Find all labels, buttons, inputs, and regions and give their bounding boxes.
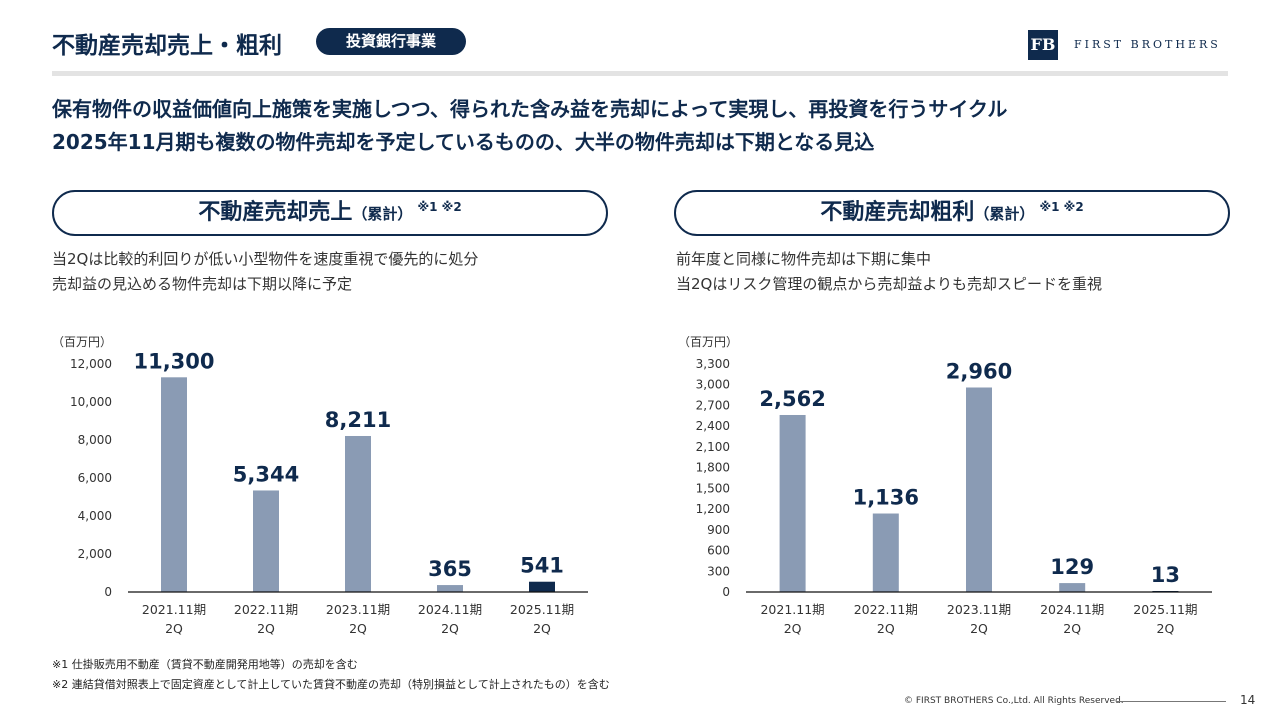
x-category-label: 2021.11期	[142, 602, 206, 617]
y-tick-label: 12,000	[70, 357, 112, 371]
x-category-label: 2025.11期	[510, 602, 574, 617]
y-tick-label: 10,000	[70, 395, 112, 409]
y-tick-label: 3,300	[696, 357, 730, 371]
sales-panel-heading: 不動産売却売上（累計） ※1 ※2	[52, 190, 608, 236]
page-title: 不動産売却売上・粗利	[52, 33, 282, 59]
y-tick-label: 1,800	[696, 461, 730, 475]
y-tick-label: 1,200	[696, 502, 730, 516]
x-category-label: 2024.11期	[1040, 602, 1104, 617]
x-category-label: 2025.11期	[1133, 602, 1197, 617]
x-category-label: 2023.11期	[326, 602, 390, 617]
x-category-label: 2Q	[877, 621, 895, 636]
x-category-label: 2022.11期	[234, 602, 298, 617]
profit-panel-title: 不動産売却粗利	[820, 200, 975, 225]
x-category-label: 2021.11期	[760, 602, 824, 617]
sales-desc-line-2: 売却益の見込める物件売却は下期以降に予定	[52, 275, 353, 293]
y-tick-label: 0	[722, 585, 730, 599]
y-tick-label: 2,400	[696, 419, 730, 433]
bar	[1059, 583, 1086, 592]
profit-panel-note: ※1 ※2	[1039, 200, 1084, 214]
profit-panel-subtitle: （累計）	[974, 205, 1035, 223]
x-category-label: 2Q	[165, 621, 183, 636]
x-category-label: 2Q	[784, 621, 802, 636]
x-category-label: 2Q	[1157, 621, 1175, 636]
bar-value-label: 2,562	[759, 387, 825, 411]
bar-value-label: 129	[1050, 555, 1094, 579]
page-number: 14	[1240, 693, 1256, 707]
bar-value-label: 13	[1151, 563, 1180, 587]
bar-value-label: 11,300	[133, 349, 214, 373]
profit-unit-label: （百万円）	[678, 335, 739, 349]
y-tick-label: 3,000	[696, 378, 730, 392]
sales-unit-label: （百万円）	[52, 335, 113, 349]
y-tick-label: 600	[707, 544, 730, 558]
profit-panel-heading: 不動産売却粗利（累計） ※1 ※2	[674, 190, 1230, 236]
y-tick-label: 0	[104, 585, 112, 599]
y-tick-label: 6,000	[78, 471, 112, 485]
x-category-label: 2Q	[970, 621, 988, 636]
footer-divider	[1116, 701, 1226, 702]
bar	[529, 581, 555, 592]
sales-panel-subtitle: （累計）	[352, 205, 413, 223]
bar	[161, 377, 187, 592]
x-category-label: 2Q	[1063, 621, 1081, 636]
bar-value-label: 8,211	[325, 408, 391, 432]
bar	[872, 513, 899, 592]
profit-desc-line-1: 前年度と同様に物件売却は下期に集中	[676, 250, 932, 268]
bar	[437, 585, 463, 592]
bar-value-label: 2,960	[946, 359, 1012, 383]
y-tick-label: 2,700	[696, 398, 730, 412]
company-logo-icon: FB	[1028, 30, 1058, 60]
bar	[779, 414, 806, 592]
x-category-label: 2022.11期	[854, 602, 918, 617]
bar	[966, 387, 992, 592]
footnote-1: ※1 仕掛販売用不動産（賃貸不動産開発用地等）の売却を含む	[52, 658, 358, 671]
bar-value-label: 365	[428, 557, 472, 581]
header-divider	[52, 71, 1228, 76]
x-category-label: 2024.11期	[418, 602, 482, 617]
y-tick-label: 2,000	[78, 547, 112, 561]
sales-panel-note: ※1 ※2	[417, 200, 462, 214]
y-tick-label: 4,000	[78, 509, 112, 523]
x-category-label: 2Q	[533, 621, 551, 636]
x-category-label: 2023.11期	[947, 602, 1011, 617]
lead-line-2: 2025年11月期も複数の物件売却を予定しているものの、大半の物件売却は下期とな…	[52, 130, 875, 154]
profit-bar-chart: 0 300 600 900 1,200 1,500 1,800 2,100 2,400 2,700…	[696, 357, 1212, 636]
y-tick-label: 8,000	[78, 433, 112, 447]
x-category-label: 2Q	[257, 621, 275, 636]
segment-badge: 投資銀行事業	[316, 28, 466, 55]
bar-value-label: 1,136	[853, 486, 919, 510]
sales-panel-title: 不動産売却売上	[198, 200, 353, 225]
company-logo-text: FIRST BROTHERS	[1074, 38, 1221, 51]
y-tick-label: 1,500	[696, 481, 730, 495]
bar	[253, 490, 279, 592]
bar-value-label: 541	[520, 554, 564, 578]
y-tick-label: 300	[707, 564, 730, 578]
bar	[345, 435, 371, 592]
sales-desc-line-1: 当2Qは比較的利回りが低い小型物件を速度重視で優先的に処分	[52, 250, 479, 268]
sales-bar-chart: 0 2,000 4,000 6,000 8,000 10,000 12,000 11,300 2…	[70, 349, 588, 636]
lead-line-1: 保有物件の収益価値向上施策を実施しつつ、得られた含み益を売却によって実現し、再投…	[52, 97, 1008, 121]
bar-value-label: 5,344	[233, 462, 299, 486]
footnote-2: ※2 連結貸借対照表上で固定資産として計上していた賃貸不動産の売却（特別損益とし…	[52, 678, 610, 691]
y-tick-label: 2,100	[696, 440, 730, 454]
x-category-label: 2Q	[349, 621, 367, 636]
x-category-label: 2Q	[441, 621, 459, 636]
copyright-text: © FIRST BROTHERS Co.,Ltd. All Rights Res…	[904, 696, 1124, 706]
profit-desc-line-2: 当2Qはリスク管理の観点から売却益よりも売却スピードを重視	[676, 275, 1103, 293]
y-tick-label: 900	[707, 523, 730, 537]
